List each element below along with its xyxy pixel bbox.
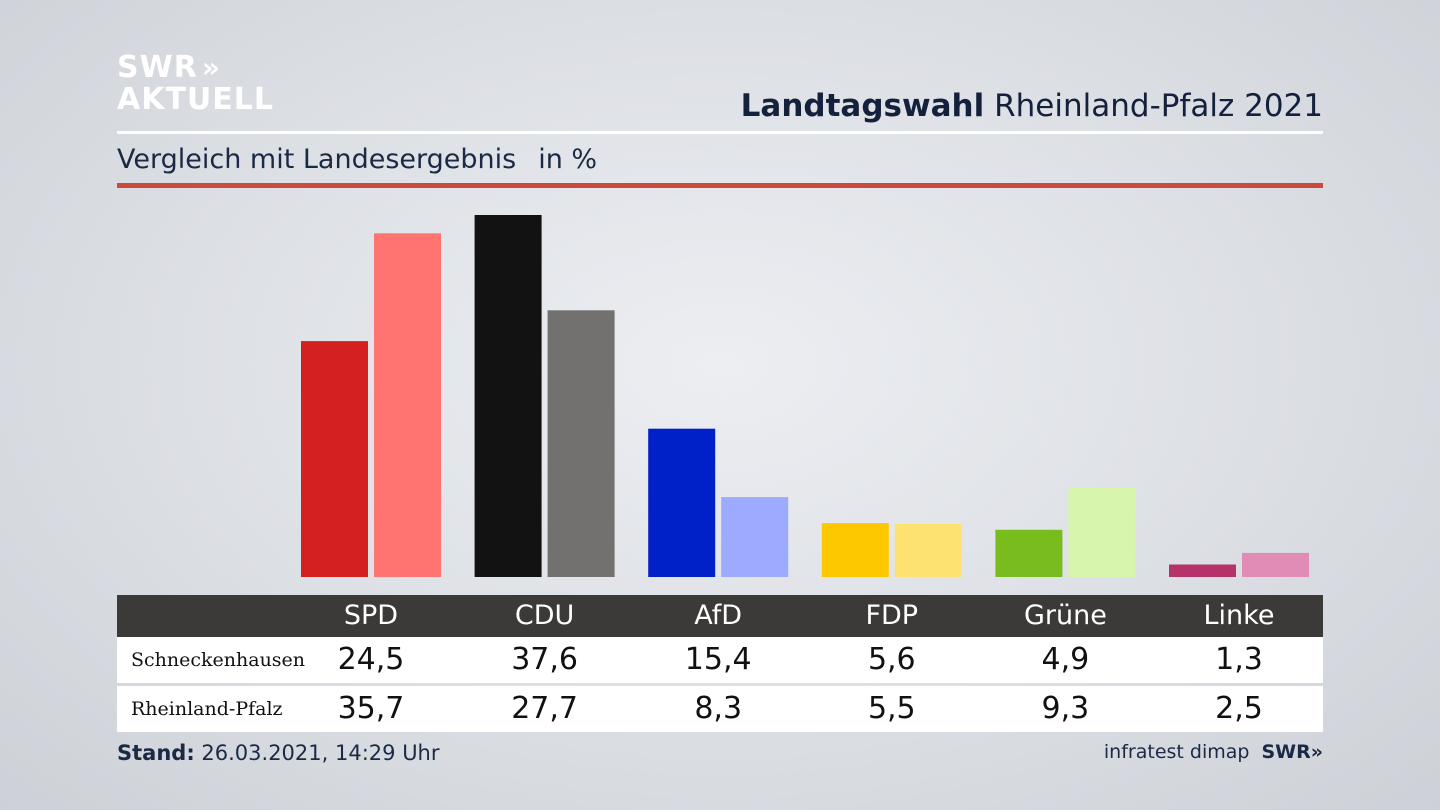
stand-label: Stand:	[117, 741, 195, 765]
results-table: SPD CDU AfD FDP Grüne Linke Schneckenhausen 2…	[117, 595, 1323, 732]
logo-line1: SWR	[117, 50, 198, 85]
value-cell-fdp: 5,5	[867, 691, 916, 726]
bar-cdu-schneckenhausen	[474, 215, 542, 577]
swr-aktuell-logo: SWR» AKTUELL	[117, 52, 274, 116]
table-header-row: SPD CDU AfD FDP Grüne Linke	[117, 595, 1323, 637]
row-label: Schneckenhausen	[131, 649, 306, 671]
stand-value: 26.03.2021, 14:29 Uhr	[201, 741, 440, 765]
value-cell-linke: 2,5	[1215, 691, 1263, 726]
bar-linke-rheinland-pfalz	[1242, 552, 1309, 577]
chart-subtitle: Vergleich mit Landesergebnis in %	[117, 144, 597, 175]
source-credit: infratest dimap SWR»	[1104, 741, 1323, 763]
bar-grüne-schneckenhausen	[995, 529, 1063, 577]
column-header-cdu: CDU	[514, 600, 575, 631]
value-cell-spd: 24,5	[337, 642, 405, 677]
page-title: Landtagswahl Rheinland-Pfalz 2021	[741, 88, 1323, 124]
table-row: Rheinland-Pfalz 35,7 27,7 8,3 5,5 9,3 2,5	[117, 686, 1323, 732]
swr-logo-small: SWR»	[1261, 741, 1323, 763]
value-cell-fdp: 5,6	[867, 642, 916, 677]
value-cell-spd: 35,7	[337, 691, 405, 726]
bar-linke-schneckenhausen	[1169, 564, 1236, 577]
row-label: Rheinland-Pfalz	[131, 698, 283, 720]
bar-spd-rheinland-pfalz	[374, 233, 441, 578]
bar-grüne-rheinland-pfalz	[1068, 487, 1136, 577]
subtitle-unit: in %	[538, 144, 598, 175]
table-row: Schneckenhausen 24,5 37,6 15,4 5,6 4,9 1,3	[117, 637, 1323, 683]
value-cell-linke: 1,3	[1215, 642, 1263, 677]
value-cell-grüne: 9,3	[1041, 691, 1090, 726]
subtitle-text: Vergleich mit Landesergebnis	[117, 144, 517, 175]
logo-line2: AKTUELL	[117, 82, 275, 117]
bar-afd-rheinland-pfalz	[721, 497, 789, 577]
bar-spd-schneckenhausen	[301, 341, 368, 577]
source-text: infratest dimap	[1103, 741, 1250, 763]
value-cell-afd: 8,3	[694, 691, 743, 726]
value-cell-cdu: 27,7	[511, 691, 578, 726]
value-cell-grüne: 4,9	[1041, 642, 1090, 677]
timestamp: Stand: 26.03.2021, 14:29 Uhr	[117, 741, 440, 765]
header-divider	[117, 131, 1323, 134]
title-bold: Landtagswahl	[740, 88, 985, 124]
bar-afd-schneckenhausen	[648, 428, 716, 577]
accent-divider	[117, 183, 1323, 188]
bar-fdp-rheinland-pfalz	[894, 524, 962, 577]
column-header-fdp: FDP	[865, 600, 919, 631]
value-cell-afd: 15,4	[684, 642, 752, 677]
value-cell-cdu: 37,6	[511, 642, 578, 677]
column-header-linke: Linke	[1203, 600, 1275, 631]
bar-fdp-schneckenhausen	[821, 523, 889, 577]
bar-cdu-rheinland-pfalz	[547, 310, 615, 577]
column-header-grüne: Grüne	[1023, 600, 1107, 631]
column-header-afd: AfD	[694, 600, 743, 631]
title-rest: Rheinland-Pfalz 2021	[994, 88, 1323, 124]
column-header-spd: SPD	[343, 600, 399, 631]
